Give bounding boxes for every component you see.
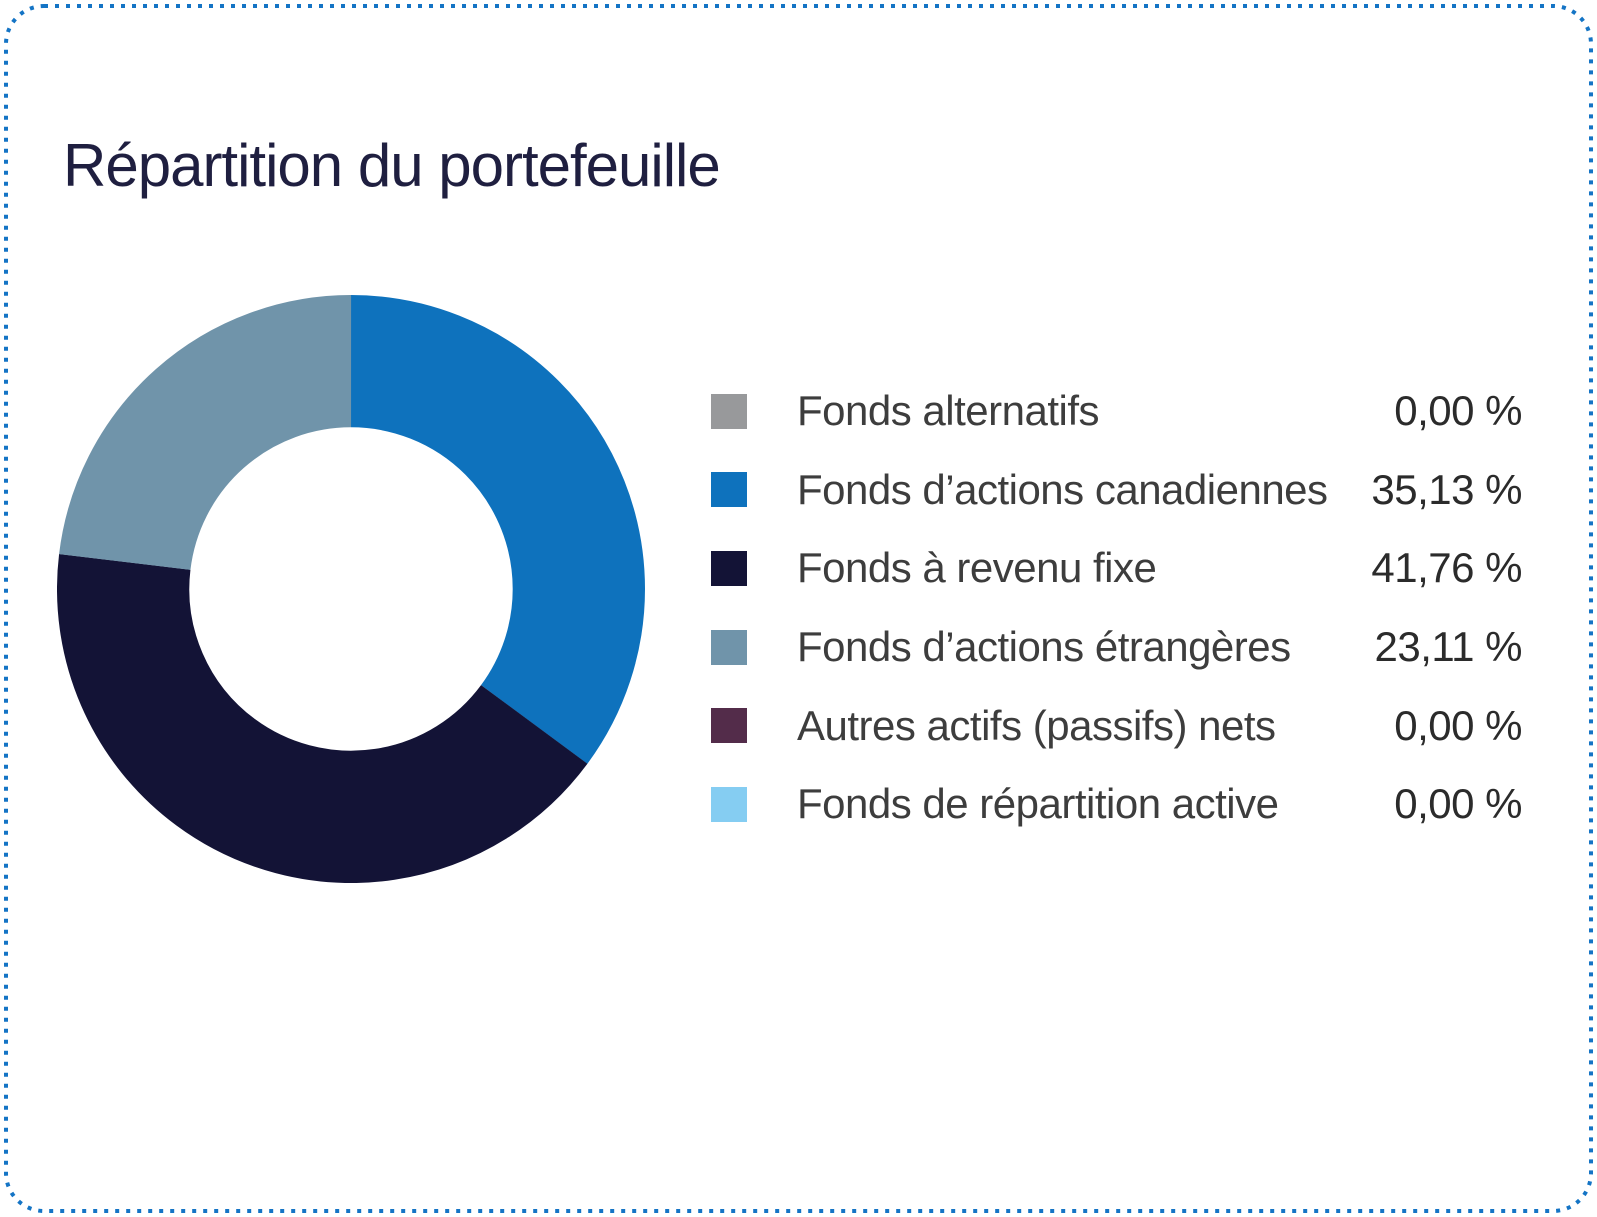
donut-slice <box>56 294 646 884</box>
legend-label: Fonds de répartition active <box>797 780 1279 828</box>
legend-swatch <box>711 708 747 744</box>
legend-value: 0,00 % <box>1394 701 1522 749</box>
legend-swatch <box>711 393 747 429</box>
donut-chart-svg <box>56 294 646 884</box>
legend-value: 23,11 % <box>1374 623 1523 671</box>
legend-swatch <box>711 550 747 586</box>
legend-value: 41,76 % <box>1371 544 1522 592</box>
legend-label: Fonds d’actions canadiennes <box>797 465 1328 513</box>
donut-slice <box>56 294 646 884</box>
legend-label: Fonds d’actions étrangères <box>797 623 1291 671</box>
legend-swatch <box>711 472 747 508</box>
legend-row: Fonds à revenu fixe 41,76 % <box>711 529 1522 608</box>
legend-row: Autres actifs (passifs) nets 0,00 % <box>711 686 1522 765</box>
chart-title: Répartition du portefeuille <box>63 132 721 199</box>
legend-row: Fonds de répartition active 0,00 % <box>711 765 1522 844</box>
legend-value: 0,00 % <box>1394 780 1522 828</box>
legend-row: Fonds d’actions canadiennes 35,13 % <box>711 451 1522 530</box>
legend-label: Autres actifs (passifs) nets <box>797 701 1276 749</box>
legend-row: Fonds d’actions étrangères 23,11 % <box>711 608 1522 687</box>
chart-legend: Fonds alternatifs 0,00 % Fonds d’actions c… <box>711 372 1522 844</box>
legend-swatch <box>711 786 747 822</box>
legend-row: Fonds alternatifs 0,00 % <box>711 372 1522 451</box>
legend-value: 0,00 % <box>1394 387 1522 435</box>
legend-label: Fonds à revenu fixe <box>797 544 1157 592</box>
legend-label: Fonds alternatifs <box>797 387 1100 435</box>
legend-value: 35,13 % <box>1371 465 1522 513</box>
donut-chart <box>56 294 646 884</box>
legend-swatch <box>711 629 747 665</box>
